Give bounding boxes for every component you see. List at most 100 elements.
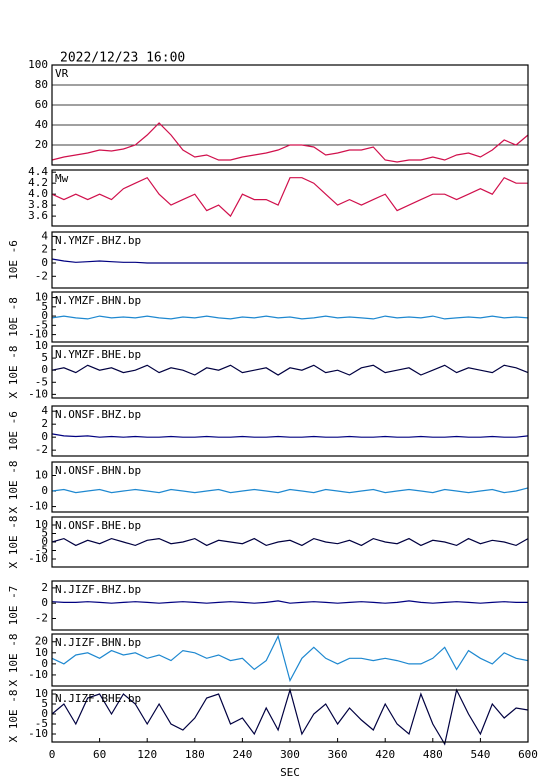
y-axis-label: X 10E -8 [7, 346, 20, 399]
y-tick-label: 4 [41, 404, 48, 417]
y-axis-label: 10E -7 [7, 586, 20, 626]
y-tick-label: -5 [35, 375, 48, 388]
y-tick-label: -10 [28, 727, 48, 740]
trace [51, 634, 529, 683]
trace [51, 176, 528, 218]
panel-label: N.YMZF.BHZ.bp [55, 234, 141, 247]
y-tick-label: 2 [41, 417, 48, 430]
x-tick-label: 180 [185, 748, 205, 761]
y-tick-label: 4.2 [28, 176, 48, 189]
y-tick-label: 0 [41, 657, 48, 670]
panel-label: Mw [55, 172, 69, 185]
y-tick-label: -2 [35, 269, 48, 282]
panel-label: N.YMZF.BHN.bp [55, 294, 141, 307]
y-tick-label: 5 [41, 300, 48, 313]
x-tick-label: 420 [375, 748, 395, 761]
panel-frame [51, 291, 529, 343]
x-axis-label: SEC [280, 766, 300, 779]
y-tick-label: 0 [41, 707, 48, 720]
y-tick-label: 20 [35, 138, 48, 151]
y-tick-label: -10 [28, 387, 48, 400]
y-tick-label: 20 [35, 635, 48, 648]
panel-frame [51, 345, 529, 399]
y-tick-label: 3.8 [28, 198, 48, 211]
trace [51, 600, 528, 604]
y-tick-label: 10 [35, 469, 48, 482]
y-tick-label: 5 [41, 526, 48, 539]
panel-label: VR [55, 67, 69, 80]
panel-frame [51, 461, 529, 513]
y-tick-label: 0 [41, 430, 48, 443]
x-tick-label: 60 [93, 748, 106, 761]
x-tick-label: 120 [137, 748, 157, 761]
y-tick-label: -5 [35, 544, 48, 557]
y-tick-label: -10 [28, 328, 48, 341]
panel-label: N.ONSF.BHE.bp [55, 519, 141, 532]
panel-frame [51, 580, 529, 631]
panel-label: N.YMZF.BHE.bp [55, 348, 141, 361]
y-tick-label: 10 [35, 646, 48, 659]
y-tick-label: 4.0 [28, 187, 48, 200]
y-tick-label: -5 [35, 717, 48, 730]
y-axis-label: 10E -6 [7, 411, 20, 451]
panel-frame [51, 231, 529, 289]
x-tick-label: 300 [280, 748, 300, 761]
panel-label: N.JIZF.BHN.bp [55, 636, 141, 649]
y-axis-label: X 10E -8 [7, 634, 20, 687]
x-tick-label: 480 [423, 748, 443, 761]
y-tick-label: 0 [41, 484, 48, 497]
y-tick-label: 60 [35, 98, 48, 111]
panel-frame [51, 64, 529, 166]
y-axis-label: X 10E -8 [7, 690, 20, 743]
y-tick-label: -10 [28, 500, 48, 513]
y-tick-label: 2 [41, 581, 48, 594]
panel-frame [51, 169, 529, 227]
panel-label: N.ONSF.BHZ.bp [55, 408, 141, 421]
trace [51, 433, 529, 438]
y-tick-label: 10 [35, 339, 48, 352]
trace [51, 315, 529, 320]
y-tick-label: 0 [41, 535, 48, 548]
y-tick-label: 0 [41, 363, 48, 376]
panel-label: N.ONSF.BHN.bp [55, 464, 141, 477]
panel-label: N.JIZF.BHZ.bp [55, 583, 141, 596]
y-tick-label: 10 [35, 518, 48, 531]
x-tick-label: 600 [518, 748, 538, 761]
y-tick-label: -5 [35, 318, 48, 331]
panel-label: N.JIZF.BHE.bp [55, 692, 141, 705]
y-tick-label: 10 [35, 687, 48, 700]
trace [51, 122, 529, 163]
y-tick-label: 4 [41, 229, 48, 242]
trace [51, 364, 529, 376]
y-tick-label: 0 [41, 596, 48, 609]
panel-frame [51, 516, 529, 568]
y-tick-label: -2 [35, 612, 48, 625]
y-axis-label: 10E -8 [7, 297, 20, 337]
y-tick-label: 4.4 [28, 165, 48, 178]
y-tick-label: 5 [41, 351, 48, 364]
trace [51, 487, 529, 494]
x-tick-label: 0 [49, 748, 56, 761]
y-tick-label: 2 [41, 243, 48, 256]
y-tick-label: 0 [41, 256, 48, 269]
y-tick-label: -2 [35, 443, 48, 456]
y-tick-label: 40 [35, 118, 48, 131]
panel-frame [51, 633, 529, 687]
y-tick-label: -10 [28, 552, 48, 565]
y-tick-label: 5 [41, 697, 48, 710]
trace [51, 258, 528, 264]
y-axis-label: X 10E -8 [7, 516, 20, 569]
y-tick-label: 0 [41, 309, 48, 322]
y-tick-label: 3.6 [28, 209, 48, 222]
y-tick-label: 100 [28, 58, 48, 71]
trace [51, 537, 529, 547]
x-tick-label: 360 [328, 748, 348, 761]
x-tick-label: 240 [232, 748, 252, 761]
panel-frame [51, 405, 529, 457]
chart-title: 2022/12/23 16:00 [60, 51, 185, 66]
y-tick-label: -10 [28, 668, 48, 681]
y-tick-label: 10 [35, 291, 48, 304]
y-axis-label: 10E -6 [7, 240, 20, 280]
y-tick-label: 80 [35, 78, 48, 91]
